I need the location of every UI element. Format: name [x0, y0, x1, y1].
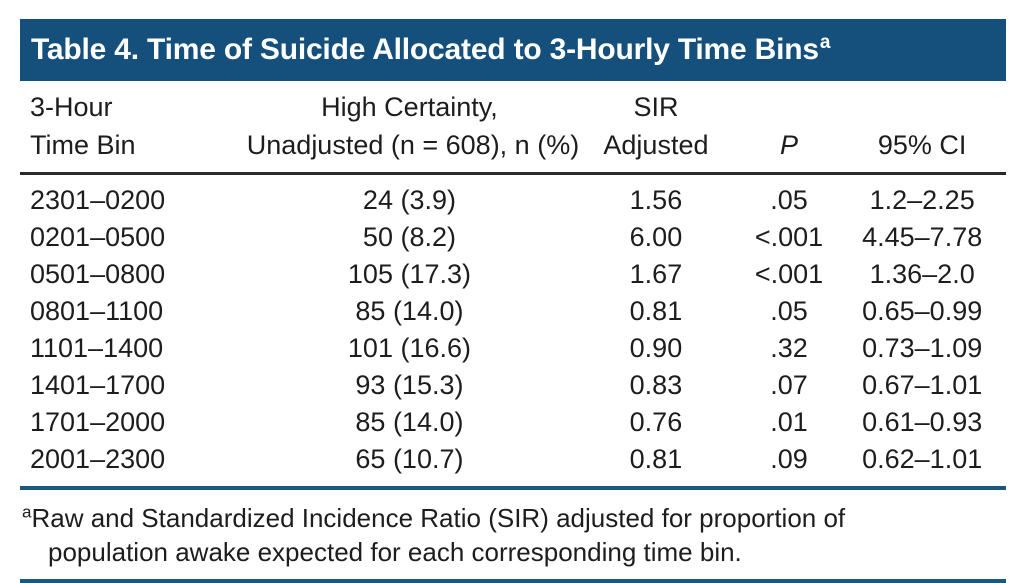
table-figure: Table 4. Time of Suicide Allocated to 3-…: [20, 19, 1006, 583]
cell-sir: 1.56: [629, 185, 683, 215]
table-row: 0801–1100 85 (14.0) 0.81 .05 0.65–0.99: [20, 293, 1006, 330]
table-body: 2301–0200 24 (3.9) 1.56 .05 1.2–2.25 020…: [20, 174, 1006, 487]
table-row: 0501–0800 105 (17.3) 1.67 <.001 1.36–2.0: [20, 256, 1006, 293]
cell-p: .32: [770, 333, 808, 363]
col-header-high-certainty: High Certainty, Unadjusted (n = 608), n …: [246, 81, 579, 175]
cell-time-bin: 2001–2300: [30, 444, 166, 474]
cell-n-pct: 93 (15.3): [355, 370, 464, 400]
table-row: 2301–0200 24 (3.9) 1.56 .05 1.2–2.25: [20, 174, 1006, 220]
cell-sir: 0.81: [629, 296, 683, 326]
cell-sir: 0.76: [629, 407, 683, 437]
cell-n-pct: 85 (14.0): [355, 407, 464, 437]
cell-sir: 0.83: [629, 370, 683, 400]
cell-p: <.001: [754, 259, 824, 289]
table-row: 1701–2000 85 (14.0) 0.76 .01 0.61–0.93: [20, 404, 1006, 441]
table-row: 1401–1700 93 (15.3) 0.83 .07 0.67–1.01: [20, 367, 1006, 404]
cell-time-bin: 0201–0500: [30, 222, 166, 252]
cell-ci: 0.67–1.01: [862, 370, 983, 400]
table-row: 2001–2300 65 (10.7) 0.81 .09 0.62–1.01: [20, 441, 1006, 486]
table-title: Table 4. Time of Suicide Allocated to 3-…: [31, 32, 831, 66]
col-header-time-bin: 3-Hour Time Bin: [20, 81, 247, 175]
cell-time-bin: 2301–0200: [30, 185, 166, 215]
cell-p: .05: [770, 296, 808, 326]
table-title-bar: Table 4. Time of Suicide Allocated to 3-…: [20, 19, 1006, 81]
cell-n-pct: 85 (14.0): [355, 296, 464, 326]
cell-n-pct: 65 (10.7): [355, 444, 464, 474]
footnote-line-1: aRaw and Standardized Incidence Ratio (S…: [22, 502, 846, 533]
col-header-sir-adjusted: SIR Adjusted: [572, 81, 740, 175]
cell-p: .01: [770, 407, 808, 437]
footnote-line-2: population awake expected for each corre…: [48, 537, 742, 567]
cell-n-pct: 105 (17.3): [347, 259, 471, 289]
table-footnote: aRaw and Standardized Incidence Ratio (S…: [20, 490, 1006, 579]
table-header: 3-Hour Time Bin High Certainty, Unadjust…: [20, 81, 1006, 175]
cell-p: .05: [770, 185, 808, 215]
cell-p: <.001: [754, 222, 824, 252]
cell-sir: 1.67: [629, 259, 683, 289]
cell-sir: 0.81: [629, 444, 683, 474]
cell-sir: 0.90: [629, 333, 683, 363]
table-bottom-rule: [20, 486, 1006, 490]
cell-n-pct: 50 (8.2): [362, 222, 456, 252]
footnote-marker: a: [22, 502, 32, 522]
cell-ci: 1.2–2.25: [869, 185, 975, 215]
cell-time-bin: 0801–1100: [30, 296, 164, 326]
cell-p: .09: [770, 444, 808, 474]
cell-p: .07: [770, 370, 808, 400]
cell-ci: 4.45–7.78: [862, 222, 983, 252]
table-row: 1101–1400 101 (16.6) 0.90 .32 0.73–1.09: [20, 330, 1006, 367]
cell-time-bin: 1401–1700: [30, 370, 166, 400]
data-table: 3-Hour Time Bin High Certainty, Unadjust…: [20, 81, 1006, 486]
cell-time-bin: 1101–1400: [30, 333, 164, 363]
cell-ci: 0.65–0.99: [862, 296, 983, 326]
table-row: 0201–0500 50 (8.2) 6.00 <.001 4.45–7.78: [20, 219, 1006, 256]
cell-time-bin: 0501–0800: [30, 259, 166, 289]
col-header-p-value: P: [739, 81, 839, 175]
cell-sir: 6.00: [629, 222, 683, 252]
cell-ci: 1.36–2.0: [869, 259, 975, 289]
cell-ci: 0.62–1.01: [862, 444, 983, 474]
cell-time-bin: 1701–2000: [30, 407, 166, 437]
cell-n-pct: 101 (16.6): [347, 333, 471, 363]
cell-ci: 0.73–1.09: [862, 333, 983, 363]
col-header-95-ci: 95% CI: [838, 81, 1006, 175]
title-footnote-marker: a: [819, 32, 831, 53]
cell-ci: 0.61–0.93: [862, 407, 983, 437]
cell-n-pct: 24 (3.9): [362, 185, 456, 215]
